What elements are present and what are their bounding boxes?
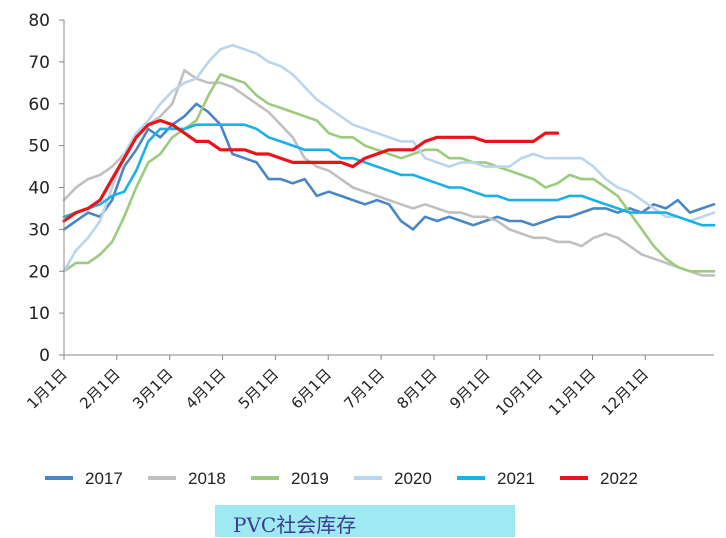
series-line-2017 [62, 102, 716, 231]
series-line-2022 [62, 118, 560, 223]
chart-title-box: PVC社会库存 [215, 505, 515, 537]
series-layer [62, 43, 716, 277]
y-tick-label: 80 [28, 11, 50, 31]
x-tick-label: 5月1日 [235, 365, 282, 412]
x-tick-label: 7月1日 [340, 365, 387, 412]
y-tick-label: 30 [28, 220, 50, 240]
y-tick-label: 50 [28, 137, 50, 157]
x-tick-label: 11月1日 [545, 365, 599, 419]
y-tick-label: 60 [28, 95, 50, 115]
legend-label-2017: 2017 [85, 469, 123, 488]
x-tick-label: 6月1日 [288, 365, 335, 412]
axes: 0 10 20 30 40 50 60 70 80 1月1日 2月1日 3月1日 4月1日 5月1日 6月1… [23, 11, 714, 419]
series-line-2020 [62, 43, 716, 273]
y-tick-label: 20 [28, 262, 50, 282]
x-tick-label: 4月1日 [182, 365, 229, 412]
y-tick-label: 10 [28, 304, 50, 324]
x-tick-label: 12月1日 [598, 365, 652, 419]
legend: 2017 2018 2019 2020 2021 2022 [45, 469, 638, 488]
series-line-2021 [62, 123, 716, 227]
x-tick-label: 8月1日 [393, 365, 440, 412]
y-tick-label: 40 [28, 179, 50, 199]
series-line-2018 [62, 69, 716, 277]
series-line-2019 [62, 73, 716, 273]
legend-label-2021: 2021 [497, 469, 535, 488]
y-tick-label: 0 [39, 346, 50, 366]
x-tick-label: 10月1日 [492, 365, 546, 419]
legend-label-2019: 2019 [291, 469, 329, 488]
x-tick-label: 3月1日 [129, 365, 176, 412]
chart-title: PVC社会库存 [233, 513, 357, 537]
x-tick-label: 9月1日 [446, 365, 493, 412]
x-tick-label: 1月1日 [23, 365, 70, 412]
x-tick-label: 2月1日 [76, 365, 123, 412]
legend-label-2018: 2018 [188, 469, 226, 488]
legend-label-2022: 2022 [600, 469, 638, 488]
legend-label-2020: 2020 [394, 469, 432, 488]
y-tick-label: 70 [28, 53, 50, 73]
